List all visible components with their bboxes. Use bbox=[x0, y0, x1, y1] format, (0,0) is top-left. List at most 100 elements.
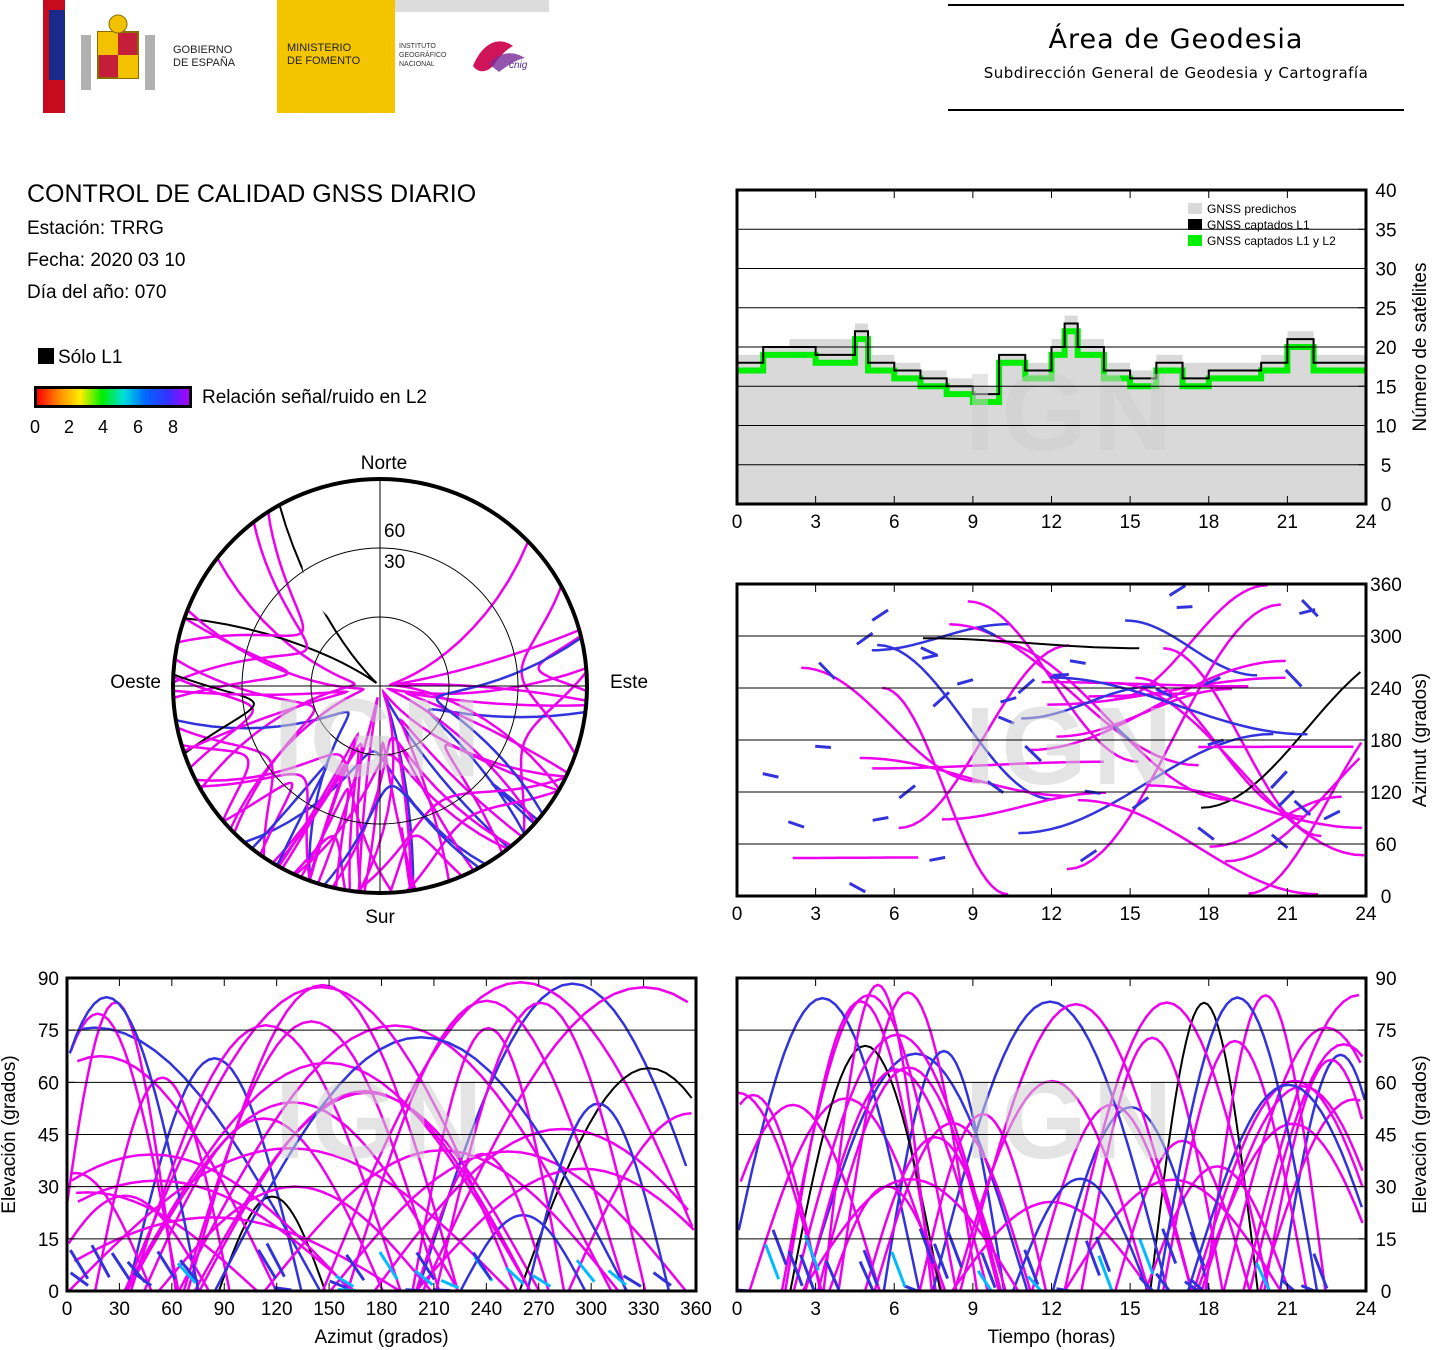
elevation-azimuth-track bbox=[321, 980, 694, 1292]
elevation-time-track bbox=[873, 1121, 1032, 1292]
skyplot-track bbox=[403, 692, 587, 775]
elevation-low-snr-segment bbox=[472, 1251, 493, 1281]
elevation-time-track bbox=[1080, 1036, 1224, 1292]
elevation-time-low-snr-segment bbox=[918, 1228, 935, 1265]
azimuth-low-snr-segment bbox=[1197, 826, 1215, 841]
azi-xtick-label: 15 bbox=[1120, 904, 1141, 925]
azimuth-track bbox=[1050, 676, 1308, 736]
azimuth-track bbox=[881, 686, 1009, 896]
series-gnss-captados-l1 bbox=[737, 322, 1366, 396]
elevation-low-snr-segment bbox=[607, 1269, 627, 1287]
elevation-azimuth-track bbox=[518, 1067, 693, 1292]
elaz-xtick-label: 360 bbox=[680, 1299, 712, 1320]
elevation-time-low-snr-segment bbox=[933, 1243, 949, 1280]
azimuth-track bbox=[859, 756, 1072, 798]
elevation-azimuth-track bbox=[263, 1149, 620, 1292]
azimuth-low-snr-segment bbox=[1207, 738, 1225, 747]
azimuth-low-snr-segment bbox=[1155, 687, 1173, 698]
elevation-time-low-snr-segment bbox=[1184, 1280, 1199, 1293]
elevation-azimuth-track bbox=[421, 985, 689, 1292]
elevation-time-track bbox=[918, 1112, 1048, 1292]
elt-xlabel: Tiempo (horas) bbox=[987, 1327, 1115, 1348]
date-label: Fecha: 2020 03 10 bbox=[27, 250, 186, 271]
watermark-azi: IGN bbox=[965, 685, 1179, 808]
skyplot-label-south: Sur bbox=[365, 907, 395, 928]
azimuth-low-snr-segment bbox=[1284, 668, 1303, 688]
elevation-time-low-snr-segment bbox=[1312, 1253, 1329, 1290]
elt-xtick-label: 0 bbox=[732, 1299, 743, 1320]
elevation-low-snr-segment bbox=[622, 1274, 642, 1288]
skyplot-track bbox=[388, 540, 561, 791]
header-logos: GOBIERNO DE ESPAÑA MINISTERIO DE FOMENTO… bbox=[43, 0, 549, 113]
skyplot-track bbox=[519, 670, 587, 836]
azimuth-low-snr-segment bbox=[920, 646, 938, 657]
elevation-low-snr-segment bbox=[532, 1274, 552, 1288]
azimuth-low-snr-segment bbox=[762, 772, 779, 779]
elt-ytick-label: 30 bbox=[1375, 1178, 1396, 1199]
azimuth-time-tracks bbox=[762, 584, 1365, 896]
azimuth-low-snr-segment bbox=[871, 608, 889, 622]
azi-xtick-label: 9 bbox=[968, 904, 979, 925]
skyplot-track bbox=[173, 675, 254, 769]
area-header: Área de Geodesia Subdirección General de… bbox=[948, 0, 1404, 112]
elevation-azimuth-track bbox=[182, 1020, 441, 1292]
elevation-time-low-snr-segment bbox=[787, 1250, 804, 1287]
elaz-xtick-label: 210 bbox=[418, 1299, 450, 1320]
sats-legend-label: GNSS predichos bbox=[1207, 202, 1296, 216]
elevation-time-low-snr-segment bbox=[858, 1260, 875, 1292]
sats-xtick-label: 18 bbox=[1198, 512, 1219, 533]
elaz-ytick-label: 75 bbox=[38, 1021, 59, 1042]
elevation-low-snr-segment bbox=[257, 1249, 278, 1280]
elt-xtick-label: 18 bbox=[1198, 1299, 1219, 1320]
azimuth-low-snr-segment bbox=[787, 820, 805, 829]
azimuth-low-snr-segment bbox=[1053, 672, 1069, 677]
sats-ylabel: Número de satélites bbox=[1410, 263, 1431, 432]
station-label: Estación: TRRG bbox=[27, 218, 164, 239]
elevation-low-snr-segment bbox=[652, 1271, 672, 1287]
elevation-time-track bbox=[748, 1097, 944, 1292]
skyplot-track bbox=[537, 634, 587, 693]
elevation-low-snr-segment bbox=[179, 1259, 199, 1283]
azi-ytick-label: 60 bbox=[1375, 835, 1396, 856]
azi-frame bbox=[735, 582, 1368, 898]
azimuth-low-snr-segment bbox=[932, 691, 951, 708]
elevation-azimuth-track bbox=[70, 1153, 352, 1292]
elevation-low-snr-segment bbox=[110, 1252, 131, 1281]
ign-line-1: INSTITUTO bbox=[399, 43, 436, 50]
skyplot-track bbox=[281, 762, 347, 881]
elevation-low-snr-segment bbox=[414, 1269, 434, 1287]
elevation-time-track bbox=[822, 983, 934, 1292]
gov-label: GOBIERNO DE ESPAÑA bbox=[173, 44, 235, 70]
elevation-time-track bbox=[1051, 1105, 1211, 1292]
skyplot-track bbox=[173, 521, 309, 684]
elevation-azimuth-track bbox=[567, 1111, 692, 1292]
elevation-time-low-snr-segment bbox=[1023, 1249, 1040, 1286]
skyplot-track bbox=[186, 609, 366, 830]
skyplot-label-east: Este bbox=[610, 672, 648, 693]
elevation-time-low-snr-segment bbox=[1138, 1238, 1155, 1275]
azimuth-low-snr-segment bbox=[1131, 796, 1150, 810]
azimuth-track bbox=[801, 666, 981, 784]
elevation-azimuth-track bbox=[177, 1024, 613, 1292]
elaz-xtick-label: 0 bbox=[62, 1299, 73, 1320]
elevation-low-snr-segment bbox=[156, 1250, 177, 1280]
azi-ytick-label: 0 bbox=[1381, 887, 1392, 908]
elevation-time-track bbox=[953, 1079, 1150, 1292]
elevation-azimuth-track bbox=[77, 1179, 355, 1292]
elevation-time-low-snr-segment bbox=[1155, 1272, 1171, 1292]
azimuth-low-snr-segment bbox=[1300, 598, 1319, 618]
elevation-time-track bbox=[738, 1093, 822, 1292]
elevation-time-low-snr-segment bbox=[946, 1231, 963, 1268]
elevation-low-snr-segment bbox=[69, 1271, 89, 1287]
area-subtitle: Subdirección General de Geodesia y Carto… bbox=[983, 64, 1369, 82]
report-title: CONTROL DE CALIDAD GNSS DIARIO bbox=[27, 180, 477, 208]
azimuth-track bbox=[872, 760, 1104, 770]
elevation-time-track bbox=[1063, 1178, 1282, 1292]
watermark-sats: IGN bbox=[965, 351, 1179, 474]
elevation-low-snr-segment bbox=[329, 1279, 348, 1290]
skyplot-ring-label-30: 30 bbox=[384, 552, 405, 573]
sats-ytick-label: 40 bbox=[1375, 181, 1396, 202]
sats-ytick-label: 30 bbox=[1375, 260, 1396, 281]
elevation-time-track bbox=[1186, 1083, 1363, 1292]
elaz-xtick-label: 270 bbox=[523, 1299, 555, 1320]
